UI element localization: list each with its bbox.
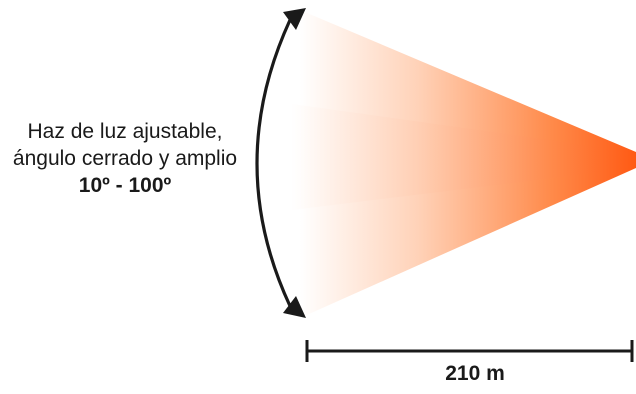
caption-line-2: ángulo cerrado y amplio: [12, 147, 238, 170]
curved-double-arrow-icon: [255, 8, 306, 318]
dimension-bar-icon: [305, 340, 634, 362]
narrow-light-beam: [292, 104, 636, 210]
distance-label: 210 m: [445, 362, 505, 385]
angle-range-label: 10º - 100º: [78, 174, 172, 197]
caption-line-1: Haz de luz ajustable,: [27, 120, 223, 143]
beam-angle-caption: Haz de luz ajustable, ángulo cerrado y a…: [0, 118, 250, 199]
